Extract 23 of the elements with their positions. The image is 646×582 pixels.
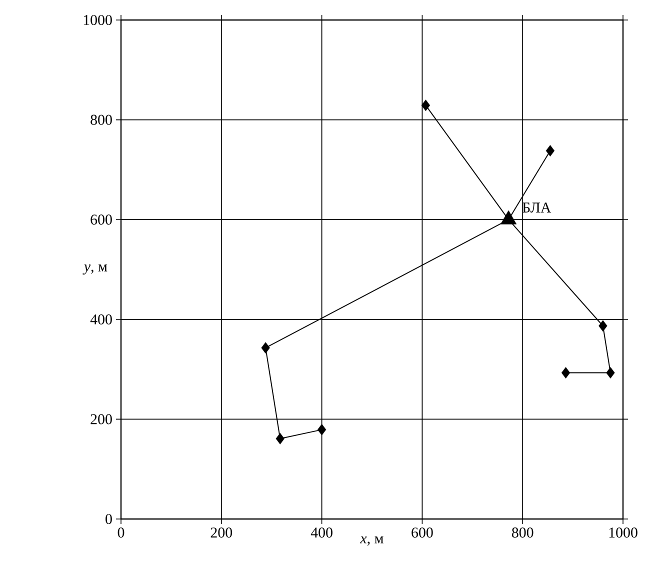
x-tick-label: 0 (118, 528, 124, 538)
y-tick-label: 400 (90, 314, 112, 324)
x-axis-title: x, м (360, 536, 384, 546)
point (261, 342, 270, 354)
point (421, 100, 430, 112)
x-tick-label: 600 (412, 528, 433, 538)
point (276, 432, 284, 444)
point (317, 424, 326, 436)
y-tick-label: 800 (90, 114, 112, 125)
y-tick-label: 1000 (84, 14, 112, 26)
point (546, 145, 555, 156)
x-tick-label: 400 (310, 528, 332, 538)
point (606, 367, 615, 378)
point (561, 367, 570, 378)
annotation: БЛА (522, 202, 552, 213)
point (598, 320, 608, 332)
x-tick-label: 800 (512, 528, 534, 538)
y-tick-label: 600 (90, 214, 112, 225)
x-tick-label: 1000 (609, 528, 638, 538)
y-tick-label: 0 (106, 514, 112, 524)
y-tick-label: 200 (90, 414, 112, 424)
y-axis-title: y, м (82, 264, 108, 275)
x-tick-label: 200 (210, 528, 232, 538)
